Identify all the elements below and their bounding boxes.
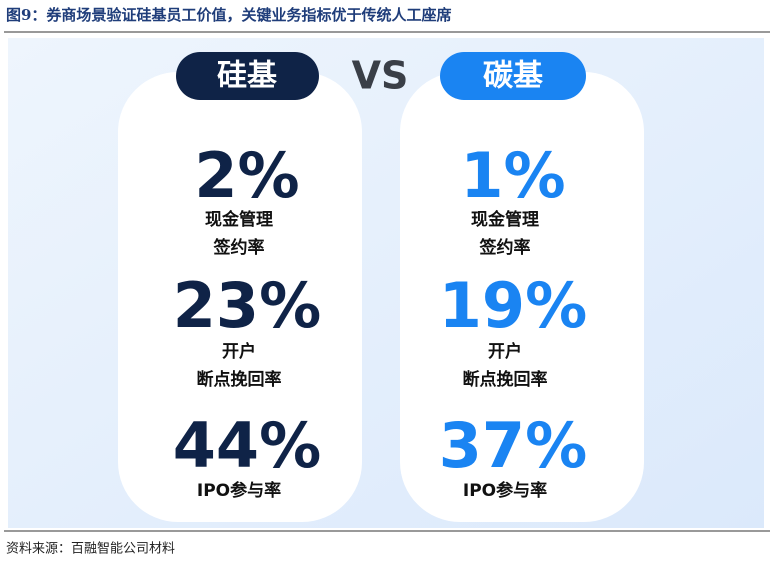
metric-value: 37%: [439, 409, 587, 482]
vs-label: VS: [352, 54, 409, 98]
pill: [440, 52, 586, 100]
metric-label: IPO参与率: [197, 480, 281, 501]
metric-label: 开户: [488, 341, 522, 362]
metric-value: 2%: [194, 139, 299, 212]
panel-name: 硅基: [217, 59, 277, 94]
metric-label: 开户: [222, 341, 256, 362]
metric-value: 1%: [460, 139, 565, 212]
panel-name: 碳基: [483, 59, 543, 94]
metric-value: 44%: [173, 409, 321, 482]
metric-label: 签约率: [479, 237, 531, 258]
metric-value: 23%: [173, 269, 321, 342]
card: [400, 72, 644, 522]
panels: 硅基2%现金管理签约率23%开户断点挽回率44%IPO参与率碳基1%现金管理签约…: [173, 59, 587, 502]
metric-label: 签约率: [213, 237, 265, 258]
source-note: 资料来源：百融智能公司材料: [6, 542, 175, 557]
figure-title: 图9：券商场景验证硅基员工价值，关键业务指标优于传统人工座席: [6, 6, 451, 24]
card: [118, 72, 362, 522]
metric-label: 现金管理: [471, 209, 539, 230]
metric-value: 19%: [439, 269, 587, 342]
metric-label: IPO参与率: [463, 480, 547, 501]
metric-label: 现金管理: [205, 209, 273, 230]
pill: [176, 52, 319, 100]
metric-label: 断点挽回率: [197, 369, 282, 390]
metric-label: 断点挽回率: [463, 369, 548, 390]
